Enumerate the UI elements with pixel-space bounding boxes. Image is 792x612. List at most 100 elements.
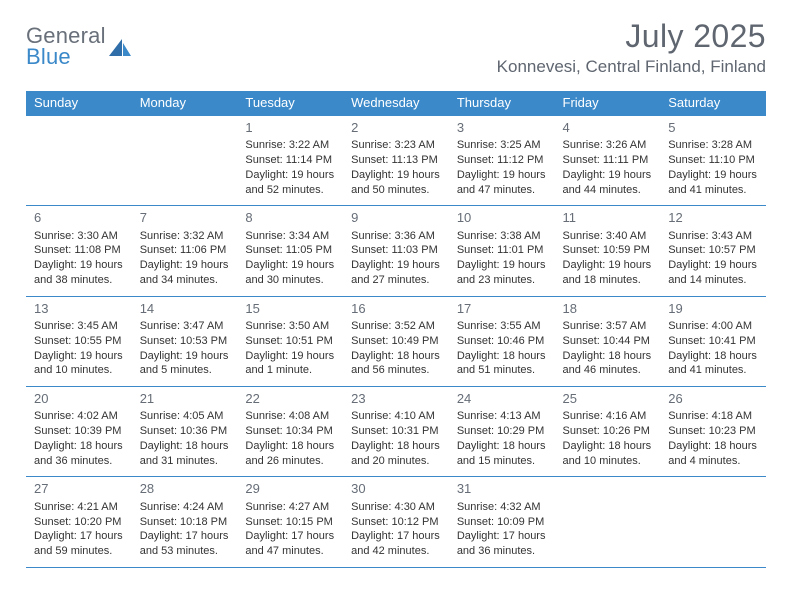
sunrise-line: Sunrise: 3:50 AM: [245, 319, 337, 334]
sunset-line: Sunset: 10:49 PM: [351, 334, 443, 349]
daylight-line: Daylight: 19 hours and 14 minutes.: [668, 258, 760, 287]
daylight-line: Daylight: 19 hours and 23 minutes.: [457, 258, 549, 287]
calendar-cell: 21Sunrise: 4:05 AMSunset: 10:36 PMDaylig…: [132, 387, 238, 477]
day-number: 13: [34, 300, 126, 317]
sunset-line: Sunset: 10:39 PM: [34, 424, 126, 439]
month-title: July 2025: [497, 18, 766, 55]
day-number: 4: [563, 119, 655, 136]
sunset-line: Sunset: 10:26 PM: [563, 424, 655, 439]
daylight-line: Daylight: 18 hours and 4 minutes.: [668, 439, 760, 468]
daylight-line: Daylight: 19 hours and 34 minutes.: [140, 258, 232, 287]
calendar-cell: 22Sunrise: 4:08 AMSunset: 10:34 PMDaylig…: [237, 387, 343, 477]
sunset-line: Sunset: 10:55 PM: [34, 334, 126, 349]
sunset-line: Sunset: 10:59 PM: [563, 243, 655, 258]
sunrise-line: Sunrise: 4:16 AM: [563, 409, 655, 424]
calendar-cell: 11Sunrise: 3:40 AMSunset: 10:59 PMDaylig…: [555, 206, 661, 296]
daylight-line: Daylight: 19 hours and 10 minutes.: [34, 349, 126, 378]
day-number: 16: [351, 300, 443, 317]
day-number: 30: [351, 480, 443, 497]
weekday-header: Tuesday: [237, 91, 343, 116]
sunset-line: Sunset: 11:11 PM: [563, 153, 655, 168]
header: General Blue July 2025 Konnevesi, Centra…: [26, 18, 766, 77]
calendar-cell: [26, 116, 132, 206]
calendar-cell: 5Sunrise: 3:28 AMSunset: 11:10 PMDayligh…: [660, 116, 766, 206]
weekday-header: Sunday: [26, 91, 132, 116]
sunrise-line: Sunrise: 4:30 AM: [351, 500, 443, 515]
weekday-header: Wednesday: [343, 91, 449, 116]
daylight-line: Daylight: 19 hours and 18 minutes.: [563, 258, 655, 287]
weekday-header: Thursday: [449, 91, 555, 116]
sunset-line: Sunset: 10:15 PM: [245, 515, 337, 530]
sunrise-line: Sunrise: 3:26 AM: [563, 138, 655, 153]
sunset-line: Sunset: 10:46 PM: [457, 334, 549, 349]
daylight-line: Daylight: 18 hours and 10 minutes.: [563, 439, 655, 468]
day-number: 31: [457, 480, 549, 497]
sunrise-line: Sunrise: 4:00 AM: [668, 319, 760, 334]
daylight-line: Daylight: 19 hours and 38 minutes.: [34, 258, 126, 287]
sunrise-line: Sunrise: 4:18 AM: [668, 409, 760, 424]
sunrise-line: Sunrise: 4:27 AM: [245, 500, 337, 515]
sunset-line: Sunset: 10:09 PM: [457, 515, 549, 530]
calendar-cell: 12Sunrise: 3:43 AMSunset: 10:57 PMDaylig…: [660, 206, 766, 296]
day-number: 21: [140, 390, 232, 407]
weekday-header: Monday: [132, 91, 238, 116]
sunrise-line: Sunrise: 3:55 AM: [457, 319, 549, 334]
daylight-line: Daylight: 18 hours and 20 minutes.: [351, 439, 443, 468]
day-number: 10: [457, 209, 549, 226]
daylight-line: Daylight: 18 hours and 36 minutes.: [34, 439, 126, 468]
day-number: 15: [245, 300, 337, 317]
day-number: 3: [457, 119, 549, 136]
sunrise-line: Sunrise: 3:57 AM: [563, 319, 655, 334]
sunset-line: Sunset: 11:13 PM: [351, 153, 443, 168]
sunrise-line: Sunrise: 3:45 AM: [34, 319, 126, 334]
sunset-line: Sunset: 10:36 PM: [140, 424, 232, 439]
sunset-line: Sunset: 11:08 PM: [34, 243, 126, 258]
calendar-row: 27Sunrise: 4:21 AMSunset: 10:20 PMDaylig…: [26, 477, 766, 567]
calendar-cell: [132, 116, 238, 206]
daylight-line: Daylight: 19 hours and 30 minutes.: [245, 258, 337, 287]
sunrise-line: Sunrise: 4:10 AM: [351, 409, 443, 424]
sunrise-line: Sunrise: 3:25 AM: [457, 138, 549, 153]
calendar-row: 1Sunrise: 3:22 AMSunset: 11:14 PMDayligh…: [26, 116, 766, 206]
calendar-cell: 26Sunrise: 4:18 AMSunset: 10:23 PMDaylig…: [660, 387, 766, 477]
daylight-line: Daylight: 19 hours and 5 minutes.: [140, 349, 232, 378]
day-number: 26: [668, 390, 760, 407]
calendar-cell: 19Sunrise: 4:00 AMSunset: 10:41 PMDaylig…: [660, 296, 766, 386]
sunrise-line: Sunrise: 3:22 AM: [245, 138, 337, 153]
daylight-line: Daylight: 19 hours and 52 minutes.: [245, 168, 337, 197]
day-number: 25: [563, 390, 655, 407]
weekday-header: Saturday: [660, 91, 766, 116]
day-number: 7: [140, 209, 232, 226]
day-number: 23: [351, 390, 443, 407]
calendar-cell: 31Sunrise: 4:32 AMSunset: 10:09 PMDaylig…: [449, 477, 555, 567]
daylight-line: Daylight: 17 hours and 47 minutes.: [245, 529, 337, 558]
calendar-cell: 25 Sunrise: 4:16 AMSunset: 10:26 PMDaylig…: [555, 387, 661, 477]
sunset-line: Sunset: 11:12 PM: [457, 153, 549, 168]
calendar-cell: 9Sunrise: 3:36 AMSunset: 11:03 PMDayligh…: [343, 206, 449, 296]
daylight-line: Daylight: 19 hours and 41 minutes.: [668, 168, 760, 197]
sunset-line: Sunset: 10:44 PM: [563, 334, 655, 349]
day-number: 8: [245, 209, 337, 226]
calendar-cell: [555, 477, 661, 567]
calendar-cell: 10Sunrise: 3:38 AMSunset: 11:01 PMDaylig…: [449, 206, 555, 296]
calendar-cell: 23Sunrise: 4:10 AMSunset: 10:31 PMDaylig…: [343, 387, 449, 477]
calendar-row: 6Sunrise: 3:30 AMSunset: 11:08 PMDayligh…: [26, 206, 766, 296]
logo-text-blue: Blue: [26, 44, 71, 69]
weekday-header-row: Sunday Monday Tuesday Wednesday Thursday…: [26, 91, 766, 116]
calendar-cell: 15Sunrise: 3:50 AMSunset: 10:51 PMDaylig…: [237, 296, 343, 386]
sunset-line: Sunset: 10:29 PM: [457, 424, 549, 439]
sunrise-line: Sunrise: 4:02 AM: [34, 409, 126, 424]
daylight-line: Daylight: 17 hours and 36 minutes.: [457, 529, 549, 558]
sunrise-line: Sunrise: 3:28 AM: [668, 138, 760, 153]
sunrise-line: Sunrise: 4:24 AM: [140, 500, 232, 515]
day-number: 29: [245, 480, 337, 497]
calendar-body: 1Sunrise: 3:22 AMSunset: 11:14 PMDayligh…: [26, 116, 766, 568]
calendar-cell: [660, 477, 766, 567]
day-number: 12: [668, 209, 760, 226]
calendar-cell: 27Sunrise: 4:21 AMSunset: 10:20 PMDaylig…: [26, 477, 132, 567]
sunset-line: Sunset: 10:20 PM: [34, 515, 126, 530]
sunset-line: Sunset: 10:51 PM: [245, 334, 337, 349]
sail-icon: [109, 39, 131, 57]
sunrise-line: Sunrise: 3:32 AM: [140, 229, 232, 244]
sunset-line: Sunset: 11:05 PM: [245, 243, 337, 258]
